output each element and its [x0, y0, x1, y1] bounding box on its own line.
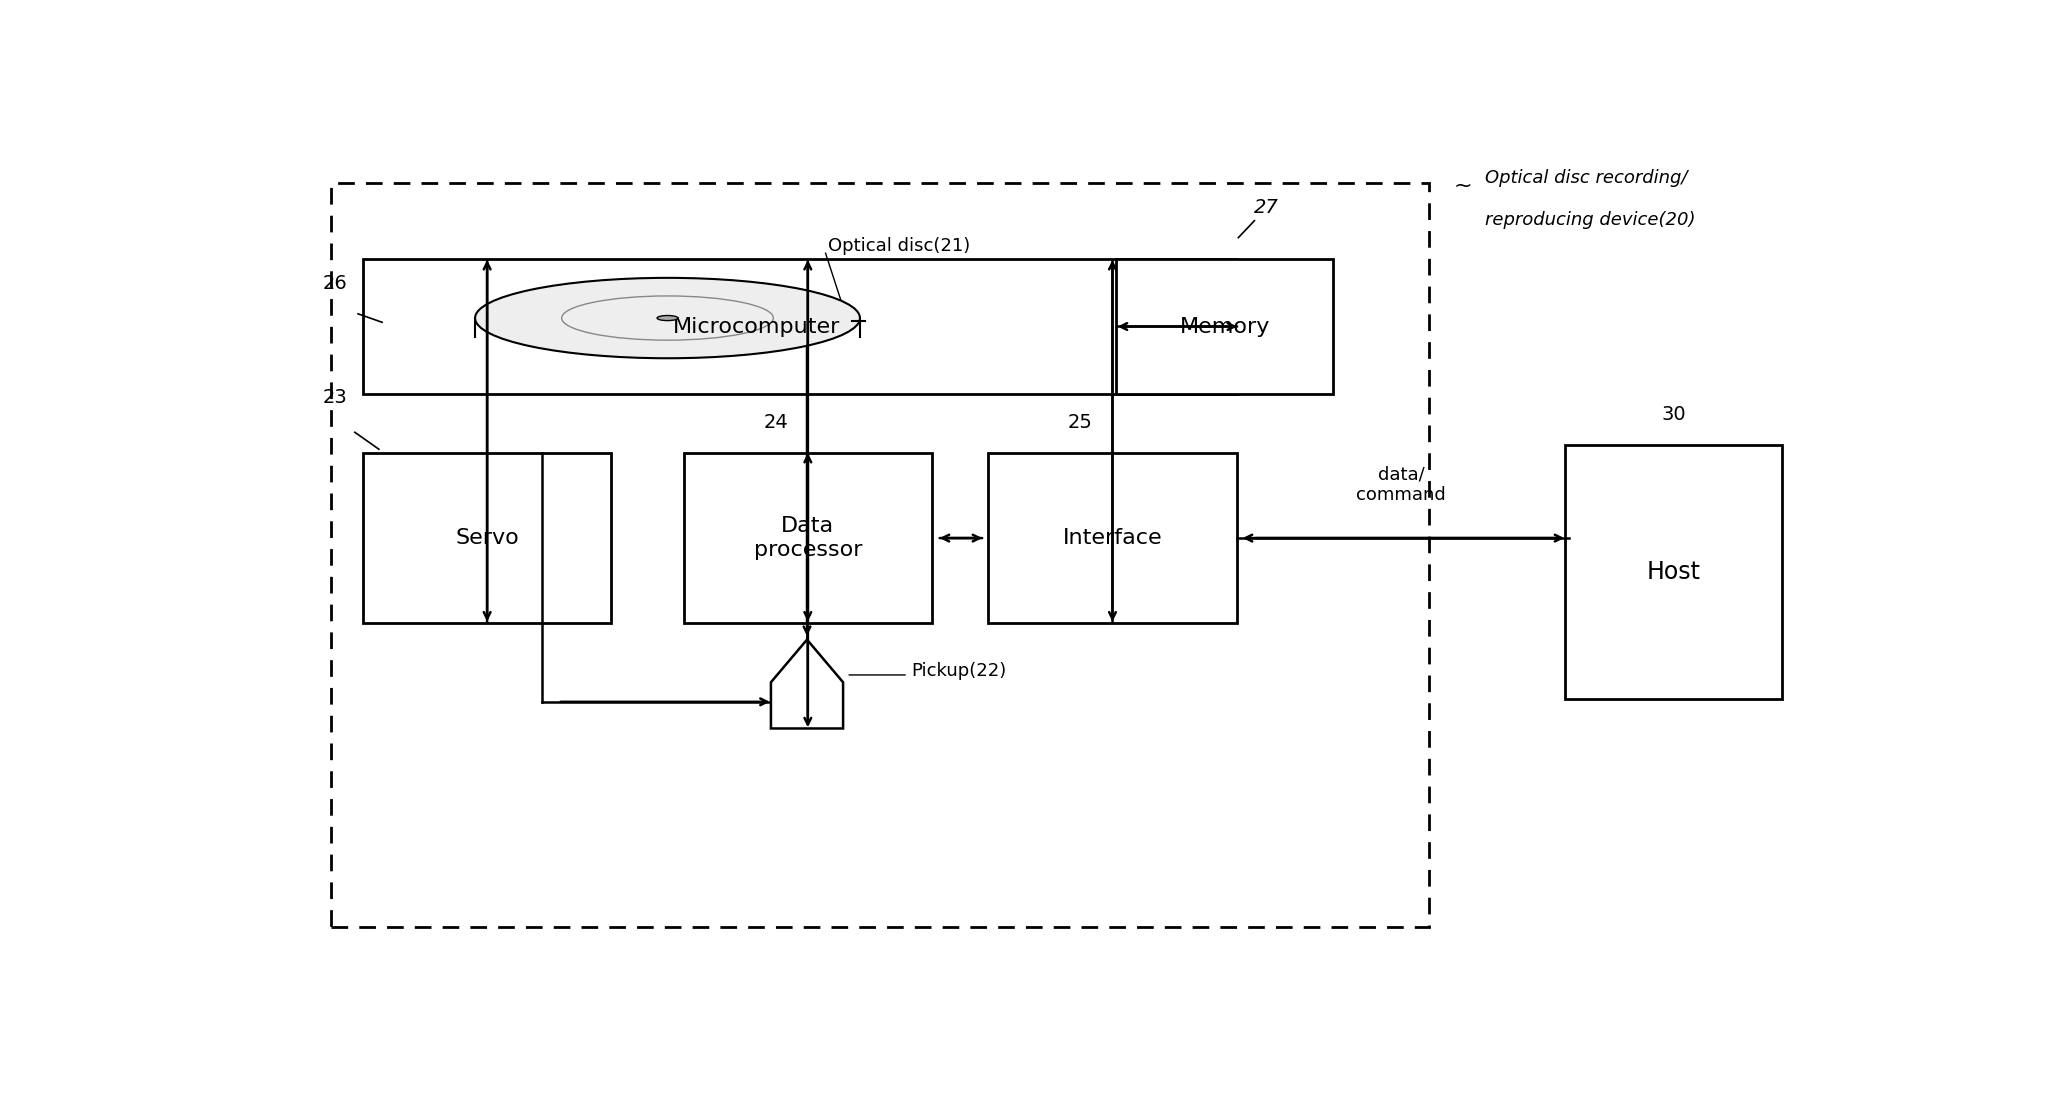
Ellipse shape [476, 278, 861, 358]
Text: reproducing device(20): reproducing device(20) [1486, 211, 1697, 230]
Bar [1566, 445, 1781, 699]
Text: Optical disc recording/: Optical disc recording/ [1486, 169, 1688, 187]
Ellipse shape [476, 297, 861, 377]
Bar [1117, 258, 1332, 395]
Text: 25: 25 [1068, 413, 1092, 432]
Text: Pickup(22): Pickup(22) [910, 662, 1006, 679]
Text: 26: 26 [323, 274, 348, 292]
Text: 23: 23 [323, 388, 348, 407]
Text: Optical disc(21): Optical disc(21) [828, 237, 970, 255]
Polygon shape [772, 640, 842, 729]
Bar [362, 454, 612, 623]
Text: Memory: Memory [1179, 317, 1270, 336]
Bar [989, 454, 1237, 623]
Text: 24: 24 [763, 413, 788, 432]
Ellipse shape [561, 296, 774, 341]
Bar [362, 258, 1237, 395]
Text: Interface: Interface [1063, 529, 1163, 548]
Text: 27: 27 [1254, 198, 1279, 217]
Text: Servo: Servo [455, 529, 519, 548]
Text: Microcomputer: Microcomputer [672, 317, 840, 336]
Text: Data
processor: Data processor [753, 515, 863, 560]
Bar [683, 454, 931, 623]
Text: data/
command: data/ command [1355, 465, 1446, 504]
Text: ~: ~ [1452, 176, 1471, 196]
Bar [331, 182, 1430, 928]
Text: Host: Host [1647, 559, 1701, 584]
Ellipse shape [658, 315, 679, 321]
Text: 30: 30 [1661, 404, 1686, 424]
